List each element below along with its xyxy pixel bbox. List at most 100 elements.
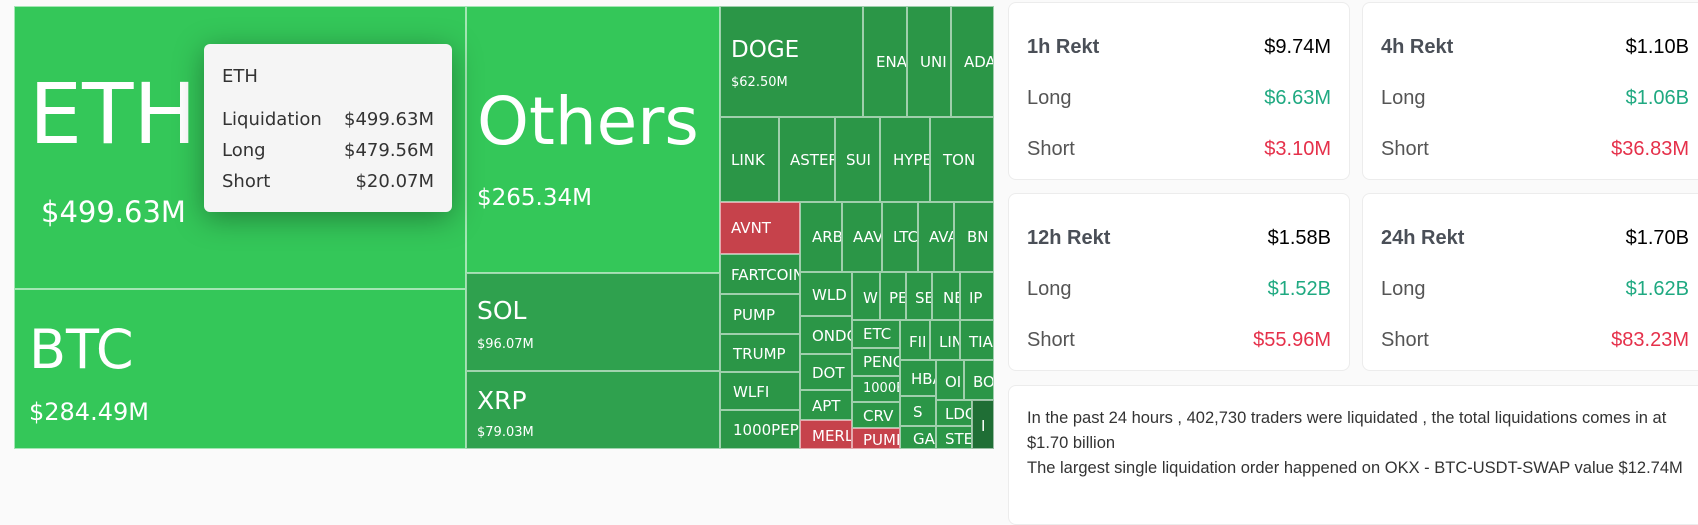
tile-aster[interactable]: ASTER [779,117,835,202]
card-24h-total: $1.70B [1625,227,1689,249]
tile-fi-name: FII [909,333,927,351]
tooltip-title: ETH [222,66,258,87]
tile-avnt[interactable]: AVNT [720,202,800,254]
tile-bn-name: BN [967,228,989,246]
card-24h-title: 24h Rekt [1381,227,1465,249]
tile-ldo[interactable]: LDO [936,400,972,426]
tile-btc-name: BTC [29,318,134,381]
tile-ltc[interactable]: LTC [882,202,918,272]
tile-pump[interactable]: PUMP [720,294,800,334]
card-4h-total: $1.10B [1625,36,1689,58]
summary-line-2: The largest single liquidation order hap… [1027,459,1683,477]
tile-ena[interactable]: ENA [863,6,907,117]
tile-others[interactable]: Others $265.34M [466,6,720,273]
tile-gal[interactable]: GAL [900,426,936,449]
tile-xrp-value: $79.03M [477,425,534,440]
card-1h-total: $9.74M [1264,36,1331,58]
card-4h-long: Long $1.06B [1381,87,1689,110]
tile-ne-name: NE [943,289,959,307]
tile-etc[interactable]: ETC [852,320,900,348]
tile-doge-value: $62.50M [731,75,788,90]
tile-bo[interactable]: BO [964,360,994,400]
card-1h: 1h Rekt $9.74M Long $6.63M Short $3.10M [1008,2,1350,180]
tile-ava[interactable]: AVA [918,202,954,272]
tile-ton[interactable]: TON [930,117,994,202]
tile-xrp[interactable]: XRP $79.03M [466,371,720,449]
tile-hba-name: HBA [911,370,935,388]
card-24h-long-value: $1.62B [1625,278,1689,300]
tile-ada[interactable]: ADA [951,6,994,117]
tile-dot[interactable]: DOT [800,354,852,390]
card-4h-short-label: Short [1381,138,1429,160]
tooltip-row-long: Long $479.56M [222,140,434,161]
tile-1000pepe[interactable]: 1000PEPE [720,410,800,449]
tile-doge[interactable]: DOGE $62.50M [720,6,863,117]
tile-sui[interactable]: SUI [835,117,880,202]
tile-wld[interactable]: WLD [800,272,852,316]
tile-sol[interactable]: SOL $96.07M [466,273,720,371]
tile-se-name: SE [915,289,931,307]
tile-ondo[interactable]: ONDO [800,316,852,354]
tile-arb[interactable]: ARB [800,202,842,272]
tile-aav[interactable]: AAV [842,202,882,272]
card-24h: 24h Rekt $1.70B Long $1.62B Short $83.23M [1362,193,1698,371]
tile-oi[interactable]: OI [936,360,964,400]
tile-others-value: $265.34M [477,185,592,211]
tile-i-name: I [981,417,986,435]
card-1h-short-value: $3.10M [1264,138,1331,160]
tile-peng-name: PENG [863,353,899,371]
card-1h-long-value: $6.63M [1264,87,1331,109]
tile-crv[interactable]: CRV [852,402,900,428]
tile-merl-name: MERL [812,427,852,445]
tile-se[interactable]: SE [906,272,932,320]
tile-peng[interactable]: PENG [852,348,900,376]
tile-crv-name: CRV [863,407,894,425]
card-12h-long: Long $1.52B [1027,278,1331,301]
tile-btc-value: $284.49M [29,398,149,426]
tile-hype[interactable]: HYPE [880,117,930,202]
card-1h-short-label: Short [1027,138,1075,160]
tile-aav-name: AAV [853,228,882,246]
tile-bn[interactable]: BN [954,202,994,272]
tile-ste[interactable]: STE [936,426,972,449]
card-4h-short-value: $36.83M [1611,138,1689,160]
tile-eth-name: ETH [29,65,197,163]
eth-tooltip: ETH Liquidation $499.63M Long $479.56M S… [204,44,452,212]
card-1h-long-label: Long [1027,87,1072,109]
tile-apt[interactable]: APT [800,390,852,420]
tile-pe[interactable]: PE [880,272,906,320]
tooltip-long-value: $479.56M [344,140,434,161]
tile-wlfi[interactable]: WLFI [720,372,800,410]
tile-dark-small[interactable]: I [972,400,994,449]
tile-link[interactable]: LINK [720,117,779,202]
tile-uni[interactable]: UNI [907,6,951,117]
tile-ne[interactable]: NE [932,272,960,320]
tile-tia[interactable]: TIA [960,320,994,360]
tile-ip[interactable]: IP [960,272,994,320]
tile-apt-name: APT [812,397,841,415]
tile-dot-name: DOT [812,364,845,382]
tile-trump[interactable]: TRUMP [720,334,800,372]
card-24h-short: Short $83.23M [1381,329,1689,352]
card-1h-header: 1h Rekt $9.74M [1027,36,1331,59]
tile-fartcoin[interactable]: FARTCOIN [720,254,800,294]
tile-s[interactable]: S [900,396,936,426]
tooltip-short-value: $20.07M [355,171,434,192]
tile-lin[interactable]: LIN [930,320,960,360]
tile-btc[interactable]: BTC $284.49M [14,289,466,449]
tile-fi[interactable]: FII [900,320,930,360]
tile-merl[interactable]: MERL [800,420,852,449]
tile-pump2[interactable]: PUMP [852,428,900,449]
tile-sol-value: $96.07M [477,337,534,352]
tile-pe-name: PE [889,289,906,307]
tile-wi[interactable]: WI [852,272,880,320]
tooltip-liquidation-label: Liquidation [222,109,322,130]
tile-sol-name: SOL [477,296,527,325]
card-1h-long: Long $6.63M [1027,87,1331,110]
tile-1000b[interactable]: 1000B [852,376,900,402]
tile-others-name: Others [477,83,699,160]
card-1h-short: Short $3.10M [1027,138,1331,161]
tile-hba[interactable]: HBA [900,360,936,396]
tile-uni-name: UNI [920,53,947,71]
tile-ip-name: IP [969,289,983,307]
